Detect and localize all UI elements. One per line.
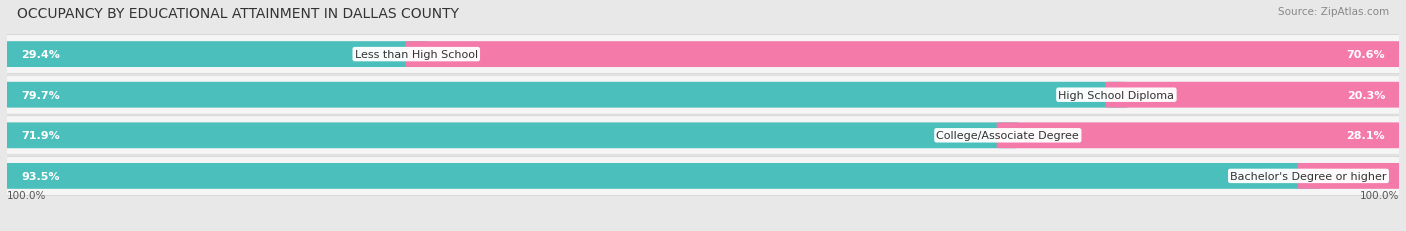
Text: Bachelor's Degree or higher: Bachelor's Degree or higher	[1230, 171, 1386, 181]
Text: 100.0%: 100.0%	[1360, 191, 1399, 201]
FancyBboxPatch shape	[0, 163, 1320, 189]
Text: 71.9%: 71.9%	[21, 131, 59, 141]
FancyBboxPatch shape	[1105, 82, 1406, 108]
Text: 79.7%: 79.7%	[21, 90, 59, 100]
FancyBboxPatch shape	[0, 42, 427, 68]
FancyBboxPatch shape	[0, 123, 1019, 149]
FancyBboxPatch shape	[0, 157, 1406, 195]
FancyBboxPatch shape	[1298, 163, 1406, 189]
Text: 93.5%: 93.5%	[21, 171, 59, 181]
Text: Less than High School: Less than High School	[354, 50, 478, 60]
FancyBboxPatch shape	[0, 82, 1128, 108]
Text: Source: ZipAtlas.com: Source: ZipAtlas.com	[1278, 7, 1389, 17]
FancyBboxPatch shape	[997, 123, 1406, 149]
Text: High School Diploma: High School Diploma	[1059, 90, 1174, 100]
Text: 100.0%: 100.0%	[7, 191, 46, 201]
Text: 28.1%: 28.1%	[1347, 131, 1385, 141]
FancyBboxPatch shape	[405, 42, 1406, 68]
FancyBboxPatch shape	[0, 36, 1406, 74]
Text: 20.3%: 20.3%	[1347, 90, 1385, 100]
Text: 70.6%: 70.6%	[1347, 50, 1385, 60]
FancyBboxPatch shape	[0, 116, 1406, 155]
FancyBboxPatch shape	[0, 76, 1406, 115]
Text: College/Associate Degree: College/Associate Degree	[936, 131, 1080, 141]
Text: 29.4%: 29.4%	[21, 50, 60, 60]
Text: OCCUPANCY BY EDUCATIONAL ATTAINMENT IN DALLAS COUNTY: OCCUPANCY BY EDUCATIONAL ATTAINMENT IN D…	[17, 7, 458, 21]
